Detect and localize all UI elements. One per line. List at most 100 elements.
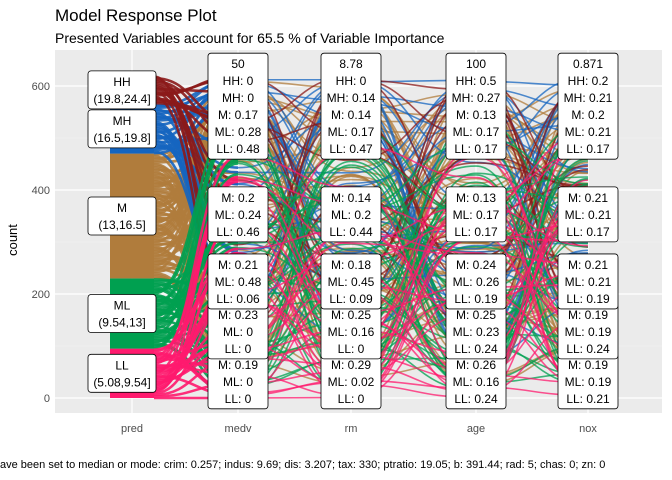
- label-text: LL: 0.48: [216, 142, 260, 156]
- x-tick-label: nox: [579, 423, 597, 435]
- label-text: M: 0.25: [456, 308, 496, 322]
- feature-label: M: 0.23 ML: 0 LL: 0: [207, 303, 269, 360]
- label-text: ML: 0.16: [328, 325, 375, 339]
- feature-label: M: 0.24 ML: 0.26 LL: 0.19: [445, 253, 507, 310]
- label-box: [87, 353, 157, 393]
- label-box: [207, 186, 269, 243]
- y-tick-label: 200: [32, 289, 50, 301]
- label-text: M: 0.21: [568, 191, 608, 205]
- label-text: HH: 0.5: [456, 74, 497, 88]
- label-text: ML: 0.21: [565, 125, 612, 139]
- label-text: LL: 0: [225, 392, 252, 406]
- label-text: HH: [113, 75, 130, 89]
- label-box: [445, 52, 507, 160]
- label-text: M: 0.25: [331, 308, 371, 322]
- label-text: LL: 0.09: [329, 292, 373, 306]
- label-text: (16.5,19.8]: [93, 131, 150, 145]
- pred-label: HH (19.8,24.4]: [87, 70, 157, 110]
- label-text: ML: 0.48: [215, 275, 262, 289]
- label-text: ML: 0.21: [565, 208, 612, 222]
- label-text: ML: 0.23: [453, 325, 500, 339]
- label-text: LL: 0.47: [329, 142, 373, 156]
- label-text: M: 0.24: [456, 258, 496, 272]
- label-text: MH: 0: [222, 91, 254, 105]
- label-box: [320, 253, 382, 310]
- label-text: M: 0.14: [331, 108, 371, 122]
- label-text: (13,16.5]: [98, 218, 145, 232]
- label-text: ML: 0.19: [565, 375, 612, 389]
- label-text: ML: 0.16: [453, 375, 500, 389]
- label-text: ML: 0.17: [453, 208, 500, 222]
- label-text: 0.871: [573, 57, 603, 71]
- label-text: HH: 0: [336, 74, 367, 88]
- label-text: MH: 0.27: [452, 91, 501, 105]
- label-text: M: 0.19: [568, 308, 608, 322]
- label-text: ML: 0: [223, 375, 253, 389]
- label-text: M: 0.23: [218, 308, 258, 322]
- label-text: LL: 0: [338, 392, 365, 406]
- label-text: HH: 0: [223, 74, 254, 88]
- chart-title: Model Response Plot: [55, 6, 217, 25]
- feature-label: M: 0.13 ML: 0.17 LL: 0.17: [445, 186, 507, 243]
- flow-segment: [153, 154, 239, 362]
- x-tick-label: pred: [121, 423, 143, 435]
- label-box: [445, 186, 507, 243]
- feature-label: M: 0.21 ML: 0.21 LL: 0.17: [557, 186, 619, 243]
- label-text: M: [117, 201, 127, 215]
- feature-label: M: 0.25 ML: 0.16 LL: 0: [320, 303, 382, 360]
- label-text: (9.54,13]: [98, 316, 145, 330]
- label-text: M: 0.21: [568, 258, 608, 272]
- y-tick-label: 0: [44, 393, 50, 405]
- label-text: LL: [115, 358, 129, 372]
- y-tick-label: 400: [32, 185, 50, 197]
- label-box: [320, 52, 382, 160]
- label-box: [445, 253, 507, 310]
- feature-label: 8.78 HH: 0 MH: 0.14 M: 0.14 ML: 0.17 LL: 0.47: [320, 52, 382, 160]
- feature-label: M: 0.21 ML: 0.21 LL: 0.19: [557, 253, 619, 310]
- label-text: M: 0.14: [331, 191, 371, 205]
- x-tick-label: medv: [225, 423, 252, 435]
- label-text: ML: 0.19: [565, 325, 612, 339]
- label-text: LL: 0.19: [566, 292, 610, 306]
- label-text: LL: 0.06: [216, 292, 260, 306]
- label-text: 50: [231, 57, 245, 71]
- label-text: M: 0.26: [456, 358, 496, 372]
- feature-label: M: 0.19 ML: 0.19 LL: 0.24: [557, 303, 619, 360]
- label-text: ML: 0.45: [328, 275, 375, 289]
- y-tick-label: 600: [32, 81, 50, 93]
- x-tick-label: age: [467, 423, 485, 435]
- label-text: 100: [466, 57, 486, 71]
- label-text: LL: 0.21: [566, 392, 610, 406]
- feature-label: M: 0.18 ML: 0.45 LL: 0.09: [320, 253, 382, 310]
- label-text: LL: 0.24: [454, 392, 498, 406]
- label-text: ML: 0.2: [331, 208, 371, 222]
- label-text: LL: 0.19: [454, 292, 498, 306]
- label-box: [87, 294, 157, 333]
- label-box: [557, 253, 619, 310]
- pred-label: ML (9.54,13]: [87, 294, 157, 333]
- label-text: M: 0.19: [218, 358, 258, 372]
- label-text: LL: 0: [225, 342, 252, 356]
- label-text: M: 0.2: [221, 191, 255, 205]
- pred-label: M (13,16.5]: [87, 196, 157, 236]
- label-text: LL: 0.46: [216, 225, 260, 239]
- label-text: M: 0.17: [218, 108, 258, 122]
- axes: 0 200 400 600 pred medv rm age nox: [32, 81, 598, 435]
- label-box: [87, 196, 157, 236]
- feature-label: M: 0.25 ML: 0.23 LL: 0.24: [445, 303, 507, 360]
- label-text: LL: 0.24: [454, 342, 498, 356]
- label-text: LL: 0.17: [454, 142, 498, 156]
- label-text: LL: 0.44: [329, 225, 373, 239]
- label-text: MH: 0.14: [327, 91, 376, 105]
- x-tick-label: rm: [345, 423, 358, 435]
- label-text: (5.08,9.54]: [93, 375, 150, 389]
- label-text: ML: 0.17: [328, 125, 375, 139]
- label-box: [207, 52, 269, 160]
- stratum-labels: LL (5.08,9.54] ML (9.54,13] M (13,16.5] MH (16.…: [87, 52, 619, 410]
- label-text: ML: 0.24: [215, 208, 262, 222]
- label-text: M: 0.19: [568, 358, 608, 372]
- label-text: LL: 0.17: [454, 225, 498, 239]
- feature-label: M: 0.21 ML: 0.48 LL: 0.06: [207, 253, 269, 310]
- y-axis-label: count: [5, 224, 20, 256]
- label-box: [207, 253, 269, 310]
